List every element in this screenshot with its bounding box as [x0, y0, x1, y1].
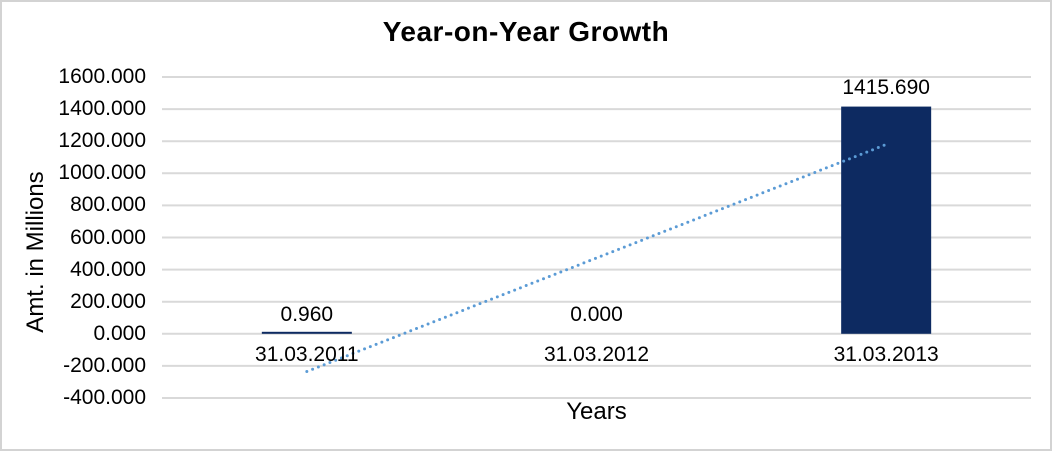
- y-tick-label: 800.000: [70, 193, 146, 217]
- bar-value-label: 0.960: [280, 302, 334, 326]
- category-label: 31.03.2013: [833, 343, 939, 366]
- bar: [261, 331, 352, 334]
- y-tick-label: 1400.000: [58, 97, 146, 121]
- y-tick-label: 400.000: [70, 257, 146, 281]
- y-tick-label: 1200.000: [58, 129, 146, 153]
- y-tick-label: 1000.000: [58, 161, 146, 185]
- bar-value-label: 1415.690: [842, 75, 930, 99]
- y-tick-label: -200.000: [63, 353, 146, 377]
- y-tick-label: 200.000: [70, 289, 146, 313]
- chart-title: Year-on-Year Growth: [382, 16, 670, 47]
- x-axis-title: Years: [566, 398, 627, 425]
- y-tick-label: 600.000: [70, 225, 146, 249]
- bar: [841, 106, 932, 334]
- y-tick-label: -400.000: [63, 386, 146, 409]
- trendline: [305, 142, 888, 374]
- category-label: 31.03.2011: [255, 343, 359, 366]
- y-axis-title: Amt. in Millions: [22, 171, 49, 333]
- category-label: 31.03.2012: [543, 343, 650, 366]
- bar-value-label: 0.000: [570, 302, 623, 326]
- y-tick-label: 0.000: [93, 321, 146, 345]
- y-tick-label: 1600.000: [58, 65, 146, 88]
